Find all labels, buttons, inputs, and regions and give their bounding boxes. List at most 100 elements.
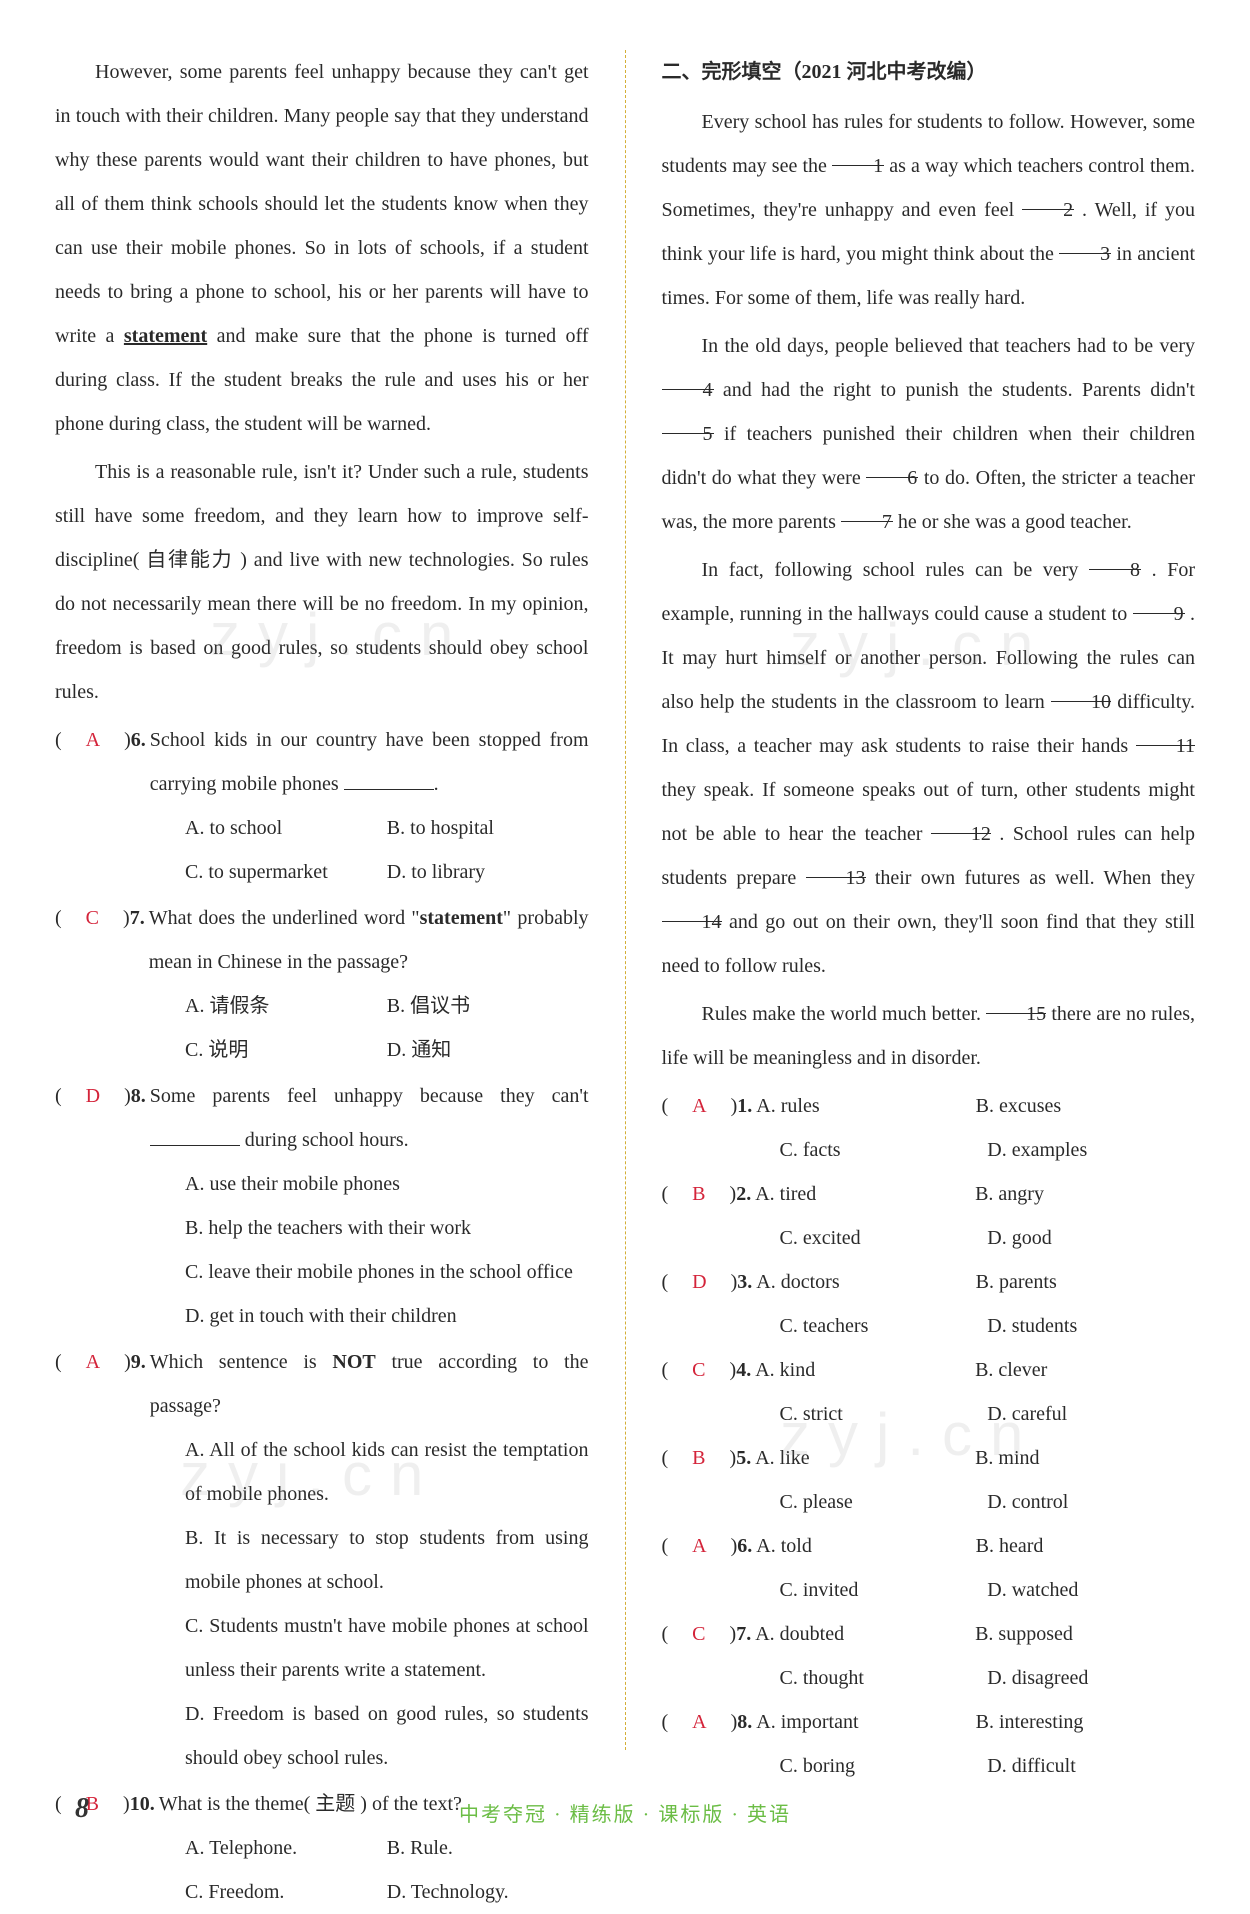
p2e: he or she was a good teacher. (893, 511, 1132, 533)
q8-text: Some parents feel unhappy because they c… (150, 1074, 589, 1162)
cloze-4-d: D. careful (987, 1392, 1195, 1436)
cloze-5-a: A. like (755, 1436, 975, 1480)
q10-opt-b: B. Rule. (387, 1826, 589, 1870)
paren-close: ) (103, 896, 130, 940)
paren-open: ( (55, 896, 82, 940)
cloze-6-d: D. watched (987, 1568, 1195, 1612)
q8-opt-b: B. help the teachers with their work (55, 1206, 589, 1250)
cloze-title: 二、完形填空（2021 河北中考改编） (662, 50, 1196, 94)
blank-12: 12 (931, 812, 991, 834)
cloze-3-c: C. teachers (780, 1304, 988, 1348)
answer-7: C (86, 896, 99, 940)
q8-opt-d: D. get in touch with their children (55, 1294, 589, 1338)
q6-text: School kids in our country have been sto… (150, 718, 589, 806)
cloze-q-3-cd: C. teachersD. students (662, 1304, 1196, 1348)
q7-opt-d: D. 通知 (387, 1028, 589, 1072)
cloze-options: ( A )1.A. rulesB. excusesC. factsD. exam… (662, 1084, 1196, 1788)
cloze-3-b: B. parents (976, 1260, 1195, 1304)
cloze-answer-7: C (692, 1612, 705, 1656)
cloze-2-b: B. angry (975, 1172, 1195, 1216)
paren-open: ( (662, 1700, 689, 1744)
paren-open: ( (662, 1524, 689, 1568)
q6-options-cd: C. to supermarket D. to library (55, 850, 589, 894)
q10-opt-a: A. Telephone. (185, 1826, 387, 1870)
q9-before: Which sentence is (150, 1351, 333, 1373)
q10-options-ab: A. Telephone. B. Rule. (55, 1826, 589, 1870)
paren-close: ) (104, 718, 131, 762)
cloze-num-6: 6. (737, 1524, 752, 1568)
column-divider (625, 50, 626, 1750)
paren-open: ( (662, 1260, 689, 1304)
cloze-1-d: D. examples (987, 1128, 1195, 1172)
cloze-7-c: C. thought (780, 1656, 988, 1700)
q6-blank (344, 768, 434, 790)
blank-9: 9 (1133, 592, 1185, 614)
paren-close: ) (710, 1612, 737, 1656)
blank-5: 5 (662, 412, 714, 434)
q9-opt-a: A. All of the school kids can resist the… (55, 1428, 589, 1516)
cloze-6-b: B. heard (976, 1524, 1195, 1568)
qnum-8: 8. (131, 1074, 146, 1118)
q7-options-cd: C. 说明 D. 通知 (55, 1028, 589, 1072)
paren-close: ) (104, 1074, 131, 1118)
q7-options-ab: A. 请假条 B. 倡议书 (55, 984, 589, 1028)
p3a: In fact, following school rules can be v… (702, 559, 1090, 581)
q7-opt-a: A. 请假条 (185, 984, 387, 1028)
question-9: ( A ) 9. Which sentence is NOT true acco… (55, 1340, 589, 1428)
blank-2: 2 (1022, 188, 1074, 210)
q6-opt-d: D. to library (387, 850, 589, 894)
p4a: Rules make the world much better. (702, 1003, 987, 1025)
cloze-num-8: 8. (737, 1700, 752, 1744)
page-content: However, some parents feel unhappy becau… (55, 50, 1195, 1750)
cloze-para-4: Rules make the world much better. 15 the… (662, 992, 1196, 1080)
q7-opt-c: C. 说明 (185, 1028, 387, 1072)
p2b: and had the right to punish the students… (714, 379, 1196, 401)
cloze-answer-2: B (692, 1172, 705, 1216)
cloze-4-c: C. strict (780, 1392, 988, 1436)
cloze-q-6-cd: C. invitedD. watched (662, 1568, 1196, 1612)
cloze-answer-8: A (692, 1700, 706, 1744)
question-7: ( C ) 7. What does the underlined word "… (55, 896, 589, 984)
footer-text: 中考夺冠 · 精练版 · 课标版 · 英语 (459, 1804, 791, 1826)
cloze-num-4: 4. (736, 1348, 751, 1392)
paren-open: ( (662, 1172, 689, 1216)
q9-opt-b: B. It is necessary to stop students from… (55, 1516, 589, 1604)
right-column: 二、完形填空（2021 河北中考改编） Every school has rul… (662, 50, 1196, 1750)
cloze-2-d: D. good (987, 1216, 1195, 1260)
blank-15: 15 (986, 992, 1046, 1014)
cloze-4-b: B. clever (975, 1348, 1195, 1392)
cloze-6-c: C. invited (780, 1568, 988, 1612)
page-footer: 中考夺冠 · 精练版 · 课标版 · 英语 (0, 1798, 1250, 1827)
q6-opt-c: C. to supermarket (185, 850, 387, 894)
paren-open: ( (662, 1436, 689, 1480)
q8-stem-b: during school hours. (240, 1129, 409, 1151)
cloze-1-b: B. excuses (976, 1084, 1195, 1128)
cloze-q-7-cd: C. thoughtD. disagreed (662, 1656, 1196, 1700)
q10-options-cd: C. Freedom. D. Technology. (55, 1870, 589, 1914)
answer-6: A (86, 718, 100, 762)
para1-text-a: However, some parents feel unhappy becau… (55, 61, 589, 347)
cloze-3-a: A. doctors (756, 1260, 975, 1304)
q7-word: statement (420, 907, 503, 929)
qnum-7: 7. (130, 896, 145, 940)
blank-3: 3 (1059, 232, 1111, 254)
q8-stem-a: Some parents feel unhappy because they c… (150, 1085, 589, 1107)
cloze-8-c: C. boring (780, 1744, 988, 1788)
paren-close: ) (711, 1524, 738, 1568)
q8-blank (150, 1124, 240, 1146)
cloze-num-5: 5. (736, 1436, 751, 1480)
blank-1: 1 (832, 144, 884, 166)
blank-10: 10 (1051, 680, 1111, 702)
cloze-answer-4: C (692, 1348, 705, 1392)
blank-7: 7 (841, 500, 893, 522)
cloze-num-3: 3. (737, 1260, 752, 1304)
cloze-1-a: A. rules (756, 1084, 975, 1128)
cloze-7-b: B. supposed (975, 1612, 1195, 1656)
q8-opt-c: C. leave their mobile phones in the scho… (55, 1250, 589, 1294)
cloze-q-7: ( C )7.A. doubtedB. supposed (662, 1612, 1196, 1656)
cloze-answer-3: D (692, 1260, 706, 1304)
blank-8: 8 (1089, 548, 1141, 570)
answer-9: A (86, 1340, 100, 1384)
cloze-q-4-cd: C. strictD. careful (662, 1392, 1196, 1436)
blank-13: 13 (806, 856, 866, 878)
